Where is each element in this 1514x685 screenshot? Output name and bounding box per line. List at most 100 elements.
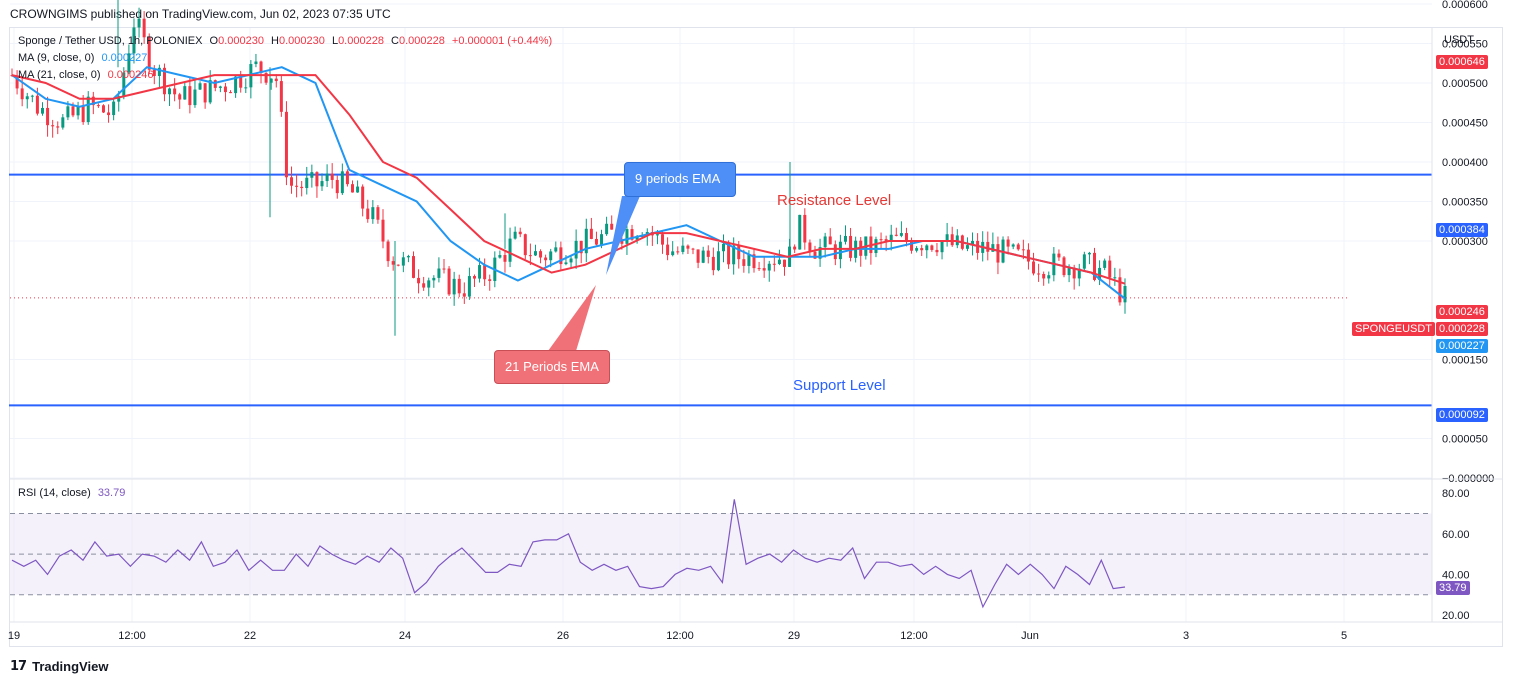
candle-body[interactable] — [356, 186, 360, 193]
candle-body[interactable] — [884, 239, 888, 242]
candle-body[interactable] — [76, 105, 80, 116]
candle-body[interactable] — [752, 254, 756, 269]
candle-body[interactable] — [437, 268, 441, 278]
candle-body[interactable] — [30, 95, 34, 97]
candle-body[interactable] — [757, 268, 761, 270]
candle-body[interactable] — [66, 106, 70, 118]
candle-body[interactable] — [40, 107, 44, 114]
candle-body[interactable] — [1016, 244, 1020, 250]
candle-body[interactable] — [1118, 277, 1122, 303]
ema9-callout[interactable]: 9 periods EMA — [624, 162, 736, 197]
candle-body[interactable] — [1082, 254, 1086, 269]
candle-body[interactable] — [767, 263, 771, 271]
candle-body[interactable] — [218, 86, 222, 88]
candle-body[interactable] — [132, 27, 136, 54]
candle-body[interactable] — [264, 72, 268, 83]
candle-body[interactable] — [605, 223, 609, 235]
candle-body[interactable] — [244, 87, 248, 89]
candle-body[interactable] — [478, 265, 482, 279]
candle-body[interactable] — [457, 278, 461, 294]
rsi-line[interactable] — [11, 499, 1126, 609]
footer-brand[interactable]: 17 TradingView — [10, 659, 108, 674]
candle-body[interactable] — [991, 244, 995, 252]
candle-body[interactable] — [46, 107, 50, 126]
candle-body[interactable] — [295, 185, 299, 187]
candle-body[interactable] — [996, 244, 1000, 263]
candle-body[interactable] — [223, 86, 227, 93]
candle-body[interactable] — [107, 112, 111, 116]
candle-body[interactable] — [549, 251, 553, 261]
candle-body[interactable] — [533, 251, 537, 256]
candle-body[interactable] — [971, 240, 975, 246]
candle-body[interactable] — [1113, 277, 1117, 279]
candle-body[interactable] — [442, 268, 446, 270]
candle-body[interactable] — [483, 265, 487, 280]
candle-body[interactable] — [178, 94, 182, 100]
candle-body[interactable] — [157, 67, 161, 77]
candle-body[interactable] — [417, 277, 421, 284]
candle-body[interactable] — [559, 247, 563, 265]
rsi-series-line[interactable] — [11, 499, 1126, 609]
candle-body[interactable] — [818, 247, 822, 259]
support-label[interactable]: Support Level — [793, 377, 886, 394]
candle-body[interactable] — [234, 76, 238, 94]
candle-body[interactable] — [81, 105, 85, 123]
candle-body[interactable] — [899, 233, 903, 236]
candle-body[interactable] — [86, 96, 90, 123]
candle-body[interactable] — [594, 238, 598, 245]
candle-body[interactable] — [1021, 249, 1025, 251]
candle-body[interactable] — [193, 89, 197, 106]
candle-body[interactable] — [498, 255, 502, 258]
candle-body[interactable] — [1098, 267, 1102, 280]
horizontal-lines[interactable] — [9, 0, 1432, 407]
candle-body[interactable] — [462, 293, 466, 297]
candle-body[interactable] — [965, 245, 969, 249]
candle-body[interactable] — [666, 244, 670, 256]
candle-body[interactable] — [239, 76, 243, 88]
candle-body[interactable] — [777, 259, 781, 264]
candle-body[interactable] — [1067, 267, 1071, 276]
ma21-line[interactable] — [11, 74, 1126, 285]
candle-body[interactable] — [315, 172, 319, 187]
candle-body[interactable] — [742, 259, 746, 266]
candle-body[interactable] — [838, 241, 842, 260]
candle-body[interactable] — [635, 236, 639, 240]
candle-body[interactable] — [112, 101, 116, 116]
candle-body[interactable] — [1108, 260, 1112, 278]
candle-body[interactable] — [935, 249, 939, 253]
candle-body[interactable] — [472, 276, 476, 279]
candle-body[interactable] — [422, 283, 426, 288]
candle-body[interactable] — [722, 243, 726, 252]
candle-body[interactable] — [940, 241, 944, 253]
candle-body[interactable] — [701, 250, 705, 263]
candle-body[interactable] — [554, 247, 558, 252]
candle-body[interactable] — [371, 207, 375, 220]
candle-body[interactable] — [401, 257, 405, 266]
candle-body[interactable] — [15, 75, 19, 89]
candle-body[interactable] — [574, 240, 578, 259]
candle-body[interactable] — [61, 117, 65, 128]
candle-body[interactable] — [101, 105, 105, 113]
candle-body[interactable] — [686, 245, 690, 249]
candle-body[interactable] — [503, 255, 507, 262]
candle-body[interactable] — [630, 229, 634, 240]
candle-body[interactable] — [798, 214, 802, 250]
candle-body[interactable] — [188, 86, 192, 106]
candle-body[interactable] — [366, 208, 370, 220]
candle-body[interactable] — [1072, 267, 1076, 279]
candle-body[interactable] — [808, 242, 812, 252]
candle-body[interactable] — [300, 186, 304, 189]
candle-body[interactable] — [904, 233, 908, 242]
candle-body[interactable] — [320, 181, 324, 187]
candle-body[interactable] — [1103, 260, 1107, 268]
candle-body[interactable] — [696, 249, 700, 263]
candle-body[interactable] — [351, 184, 355, 193]
candle-body[interactable] — [127, 53, 131, 73]
candle-body[interactable] — [56, 126, 60, 128]
candle-body[interactable] — [488, 279, 492, 281]
candle-body[interactable] — [747, 254, 751, 266]
candle-body[interactable] — [910, 241, 914, 251]
candle-body[interactable] — [71, 106, 75, 116]
candle-body[interactable] — [564, 262, 568, 265]
candle-body[interactable] — [879, 239, 883, 241]
